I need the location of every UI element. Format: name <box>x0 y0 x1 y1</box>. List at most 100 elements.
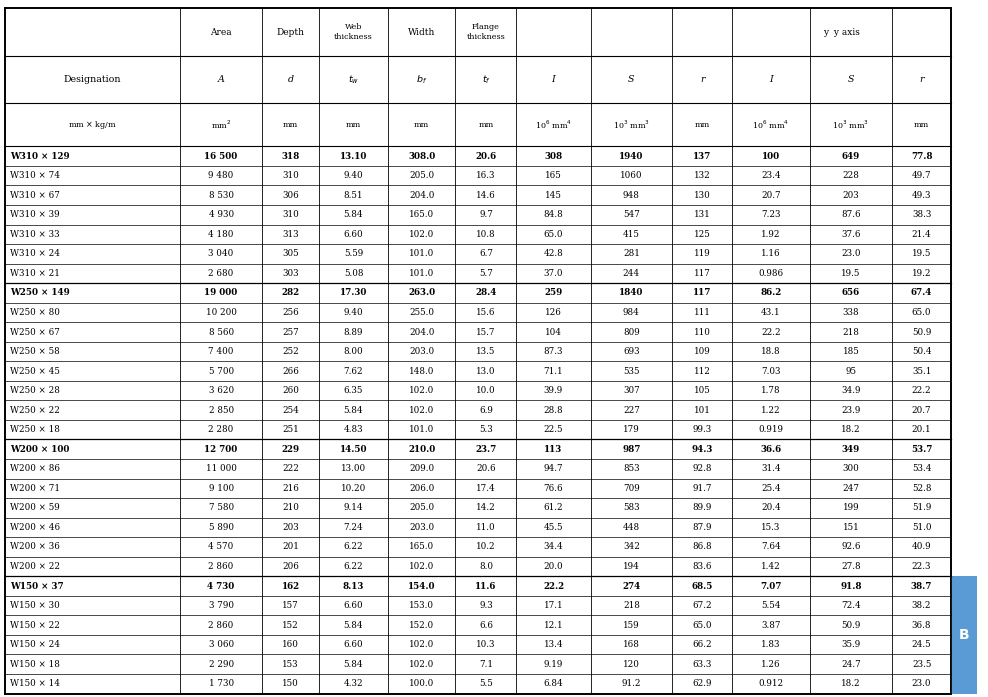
Text: 349: 349 <box>842 445 860 454</box>
Text: 206.0: 206.0 <box>409 484 435 493</box>
Text: 111: 111 <box>694 308 710 317</box>
Text: 24.7: 24.7 <box>841 659 861 668</box>
Text: W150 × 30: W150 × 30 <box>10 601 59 610</box>
Text: W200 × 46: W200 × 46 <box>10 523 60 532</box>
Text: 2 680: 2 680 <box>208 269 234 278</box>
Text: W250 × 18: W250 × 18 <box>10 425 59 434</box>
Text: 10 200: 10 200 <box>206 308 236 317</box>
Text: 100.0: 100.0 <box>409 680 435 688</box>
Text: 153.0: 153.0 <box>409 601 434 610</box>
Text: 10.20: 10.20 <box>341 484 367 493</box>
Text: 252: 252 <box>283 347 299 356</box>
Text: 113: 113 <box>544 445 562 454</box>
Text: 5.5: 5.5 <box>479 680 493 688</box>
Text: 9.7: 9.7 <box>479 210 493 220</box>
Text: 6.60: 6.60 <box>344 230 364 239</box>
Text: 206: 206 <box>283 562 299 571</box>
Text: 10.2: 10.2 <box>476 542 496 551</box>
Text: 65.0: 65.0 <box>693 620 712 629</box>
Text: 227: 227 <box>623 406 640 415</box>
Text: 9 480: 9 480 <box>208 171 234 181</box>
Text: 165.0: 165.0 <box>409 210 435 220</box>
Text: W200 × 22: W200 × 22 <box>10 562 60 571</box>
Text: 92.6: 92.6 <box>841 542 861 551</box>
Text: 8.89: 8.89 <box>344 328 364 337</box>
Text: 216: 216 <box>283 484 299 493</box>
Text: 13.0: 13.0 <box>476 367 496 376</box>
Text: 23.7: 23.7 <box>475 445 497 454</box>
Text: 222: 222 <box>283 464 299 473</box>
Text: 2 860: 2 860 <box>208 562 234 571</box>
Text: 109: 109 <box>694 347 710 356</box>
Text: 7.1: 7.1 <box>479 659 493 668</box>
Text: W150 × 18: W150 × 18 <box>10 659 59 668</box>
Text: 260: 260 <box>283 386 299 395</box>
Text: 22.2: 22.2 <box>761 328 781 337</box>
Text: 117: 117 <box>694 269 710 278</box>
Text: W310 × 67: W310 × 67 <box>10 191 59 200</box>
Text: 6.22: 6.22 <box>344 542 364 551</box>
Text: 4 180: 4 180 <box>208 230 234 239</box>
Text: 15.6: 15.6 <box>476 308 496 317</box>
Text: W200 × 71: W200 × 71 <box>10 484 60 493</box>
Text: 203.0: 203.0 <box>409 347 435 356</box>
Text: 87.9: 87.9 <box>693 523 712 532</box>
Text: 7.24: 7.24 <box>344 523 364 532</box>
Text: B: B <box>959 628 969 642</box>
Text: 18.8: 18.8 <box>761 347 781 356</box>
Text: 126: 126 <box>545 308 562 317</box>
Text: 5.84: 5.84 <box>344 406 364 415</box>
Text: 709: 709 <box>623 484 640 493</box>
Text: 185: 185 <box>843 347 860 356</box>
Text: 282: 282 <box>282 289 299 298</box>
Text: W250 × 80: W250 × 80 <box>10 308 59 317</box>
Text: 203: 203 <box>283 523 299 532</box>
Text: 1060: 1060 <box>620 171 642 181</box>
Text: 5.59: 5.59 <box>344 250 364 259</box>
Text: 11.0: 11.0 <box>476 523 496 532</box>
Text: 19.2: 19.2 <box>912 269 932 278</box>
Text: 656: 656 <box>842 289 860 298</box>
Text: 281: 281 <box>623 250 640 259</box>
Text: 210: 210 <box>283 503 299 512</box>
Text: 1.22: 1.22 <box>761 406 781 415</box>
Text: 152: 152 <box>283 620 299 629</box>
Text: 2 290: 2 290 <box>208 659 234 668</box>
Text: 5.3: 5.3 <box>479 425 493 434</box>
Text: 105: 105 <box>694 386 710 395</box>
Text: 31.4: 31.4 <box>761 464 781 473</box>
Text: 318: 318 <box>282 152 299 160</box>
Text: 853: 853 <box>623 464 639 473</box>
Text: 20.6: 20.6 <box>476 464 496 473</box>
Text: mm: mm <box>414 121 430 129</box>
Text: 22.2: 22.2 <box>912 386 932 395</box>
Text: 7.64: 7.64 <box>761 542 781 551</box>
Text: 10$^6$ mm$^4$: 10$^6$ mm$^4$ <box>753 118 789 131</box>
Text: 20.7: 20.7 <box>761 191 781 200</box>
Text: W310 × 33: W310 × 33 <box>10 230 59 239</box>
Text: 247: 247 <box>843 484 860 493</box>
Text: 204.0: 204.0 <box>409 191 435 200</box>
Text: 100: 100 <box>762 152 781 160</box>
Text: 1.42: 1.42 <box>761 562 781 571</box>
Text: 165.0: 165.0 <box>409 542 435 551</box>
Text: 9.14: 9.14 <box>344 503 364 512</box>
Text: 6.9: 6.9 <box>479 406 493 415</box>
Text: 19.5: 19.5 <box>912 250 932 259</box>
Text: W150 × 24: W150 × 24 <box>10 640 60 649</box>
Text: 4 570: 4 570 <box>208 542 234 551</box>
Text: 7.62: 7.62 <box>344 367 364 376</box>
Text: 14.2: 14.2 <box>476 503 496 512</box>
Text: 50.9: 50.9 <box>912 328 932 337</box>
Text: mm: mm <box>695 121 709 129</box>
Text: 9.19: 9.19 <box>543 659 563 668</box>
Text: mm: mm <box>478 121 494 129</box>
Text: 68.5: 68.5 <box>692 581 713 590</box>
Text: 8.00: 8.00 <box>344 347 364 356</box>
Text: 94.7: 94.7 <box>543 464 563 473</box>
Text: 5.54: 5.54 <box>761 601 781 610</box>
Text: Area: Area <box>210 28 232 36</box>
Text: 9.40: 9.40 <box>344 171 364 181</box>
Text: 204.0: 204.0 <box>409 328 435 337</box>
Text: 15.7: 15.7 <box>476 328 496 337</box>
